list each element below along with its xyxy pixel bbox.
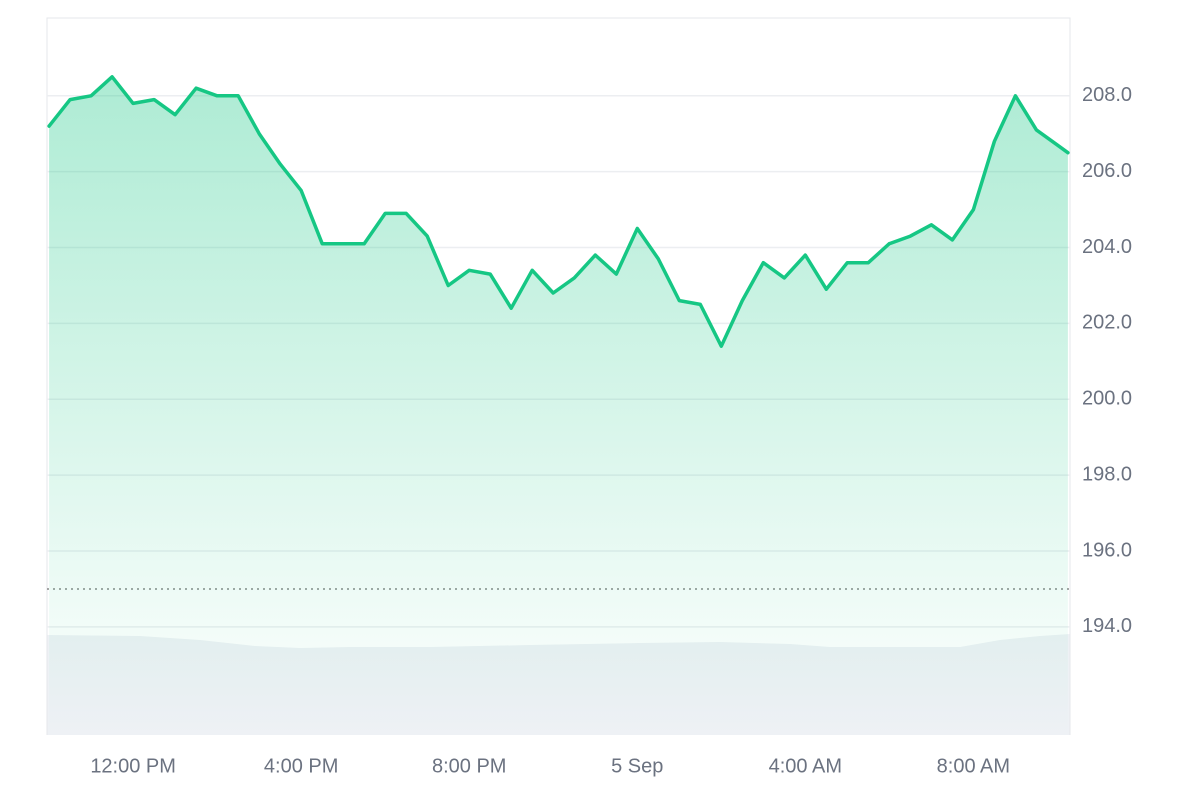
y-tick-label: 200.0 [1082,388,1132,410]
x-tick-label: 4:00 PM [264,755,338,777]
y-tick-label: 202.0 [1082,312,1132,334]
y-tick-label: 204.0 [1082,236,1132,258]
price-line [47,75,1070,348]
x-tick-label: 4:00 AM [769,755,842,777]
y-tick-label: 208.0 [1082,84,1132,106]
x-tick-label: 8:00 AM [937,755,1010,777]
y-tick-label: 206.0 [1082,160,1132,182]
plot-frame [46,17,1071,735]
x-tick-label: 8:00 PM [432,755,506,777]
y-tick-label: 194.0 [1082,615,1132,637]
y-tick-label: 198.0 [1082,463,1132,485]
x-tick-label: 12:00 PM [90,755,176,777]
x-tick-label: 5 Sep [611,755,663,777]
y-tick-label: 196.0 [1082,539,1132,561]
area-fill [49,76,1068,736]
